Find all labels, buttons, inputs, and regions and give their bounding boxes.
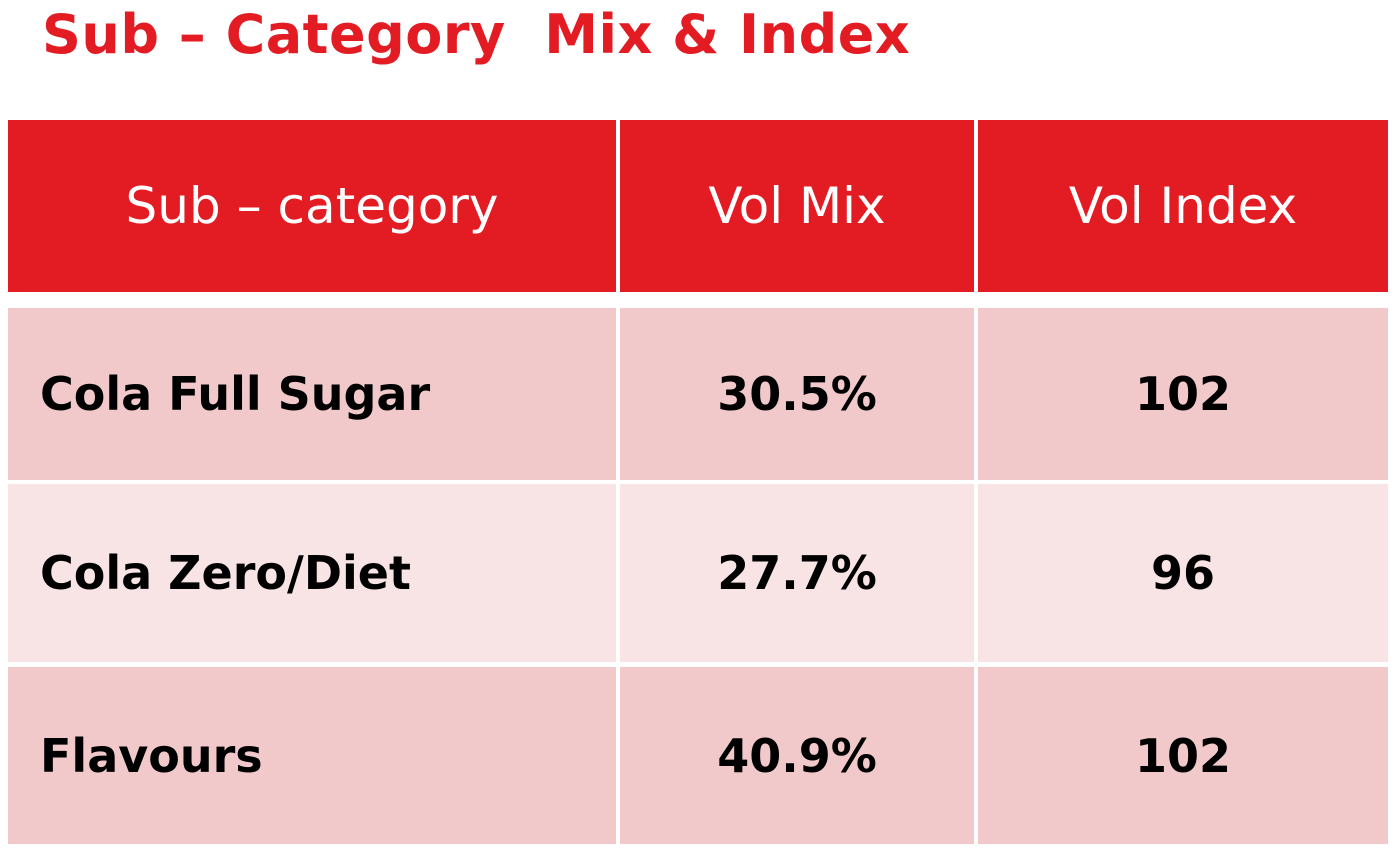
vol-mix-cell: 30.5% (620, 308, 974, 480)
vol-mix-cell: 27.7% (620, 484, 974, 662)
column-header-vol-mix: Vol Mix (620, 120, 974, 292)
vol-index-cell: 102 (978, 308, 1388, 480)
sub-category-cell: Flavours (8, 667, 616, 844)
table-row: Cola Zero/Diet 27.7% 96 (8, 484, 1388, 662)
table-row: Cola Full Sugar 30.5% 102 (8, 308, 1388, 480)
column-header-vol-index: Vol Index (978, 120, 1388, 292)
vol-index-cell: 102 (978, 667, 1388, 844)
column-header-sub-category: Sub – category (8, 120, 616, 292)
vol-mix-cell: 40.9% (620, 667, 974, 844)
page-title: Sub – Category Mix & Index (42, 3, 911, 66)
sub-category-cell: Cola Zero/Diet (8, 484, 616, 662)
sub-category-cell: Cola Full Sugar (8, 308, 616, 480)
table-header-row: Sub – category Vol Mix Vol Index (8, 120, 1388, 292)
vol-index-cell: 96 (978, 484, 1388, 662)
table-row: Flavours 40.9% 102 (8, 667, 1388, 844)
